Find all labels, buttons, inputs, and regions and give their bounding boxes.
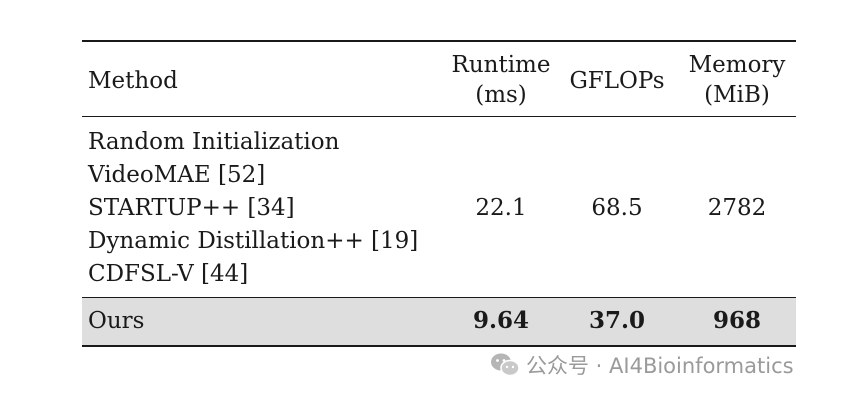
header-memory-line1: Memory [688, 52, 786, 78]
header-memory: Memory (MiB) [682, 50, 792, 110]
method-row: CDFSL-V [44] [88, 261, 249, 287]
method-row: Random Initialization [88, 129, 340, 155]
header-runtime-line2: (ms) [475, 82, 527, 108]
header-runtime-line1: Runtime [451, 52, 551, 78]
baseline-runtime-value: 22.1 [475, 195, 527, 221]
baseline-memory-value: 2782 [707, 195, 767, 221]
ours-memory-value: 968 [712, 307, 761, 334]
ours-row-highlight [82, 298, 796, 345]
watermark-text: 公众号 · AI4Bioinformatics [526, 354, 794, 378]
table-top-rule [82, 40, 796, 42]
method-row: VideoMAE [52] [88, 162, 266, 188]
ours-gflops-value: 37.0 [588, 307, 646, 334]
header-method: Method [88, 68, 178, 94]
wechat-icon [490, 352, 520, 378]
table-bottom-rule [82, 345, 796, 347]
method-row: Dynamic Distillation++ [19] [88, 228, 419, 254]
ours-runtime-value: 9.64 [472, 307, 530, 334]
baseline-method-list: Random Initialization VideoMAE [52] STAR… [88, 126, 418, 291]
header-runtime: Runtime (ms) [446, 50, 556, 110]
header-rule [82, 116, 796, 117]
ours-top-rule [82, 297, 796, 298]
header-gflops: GFLOPs [569, 68, 665, 94]
watermark: 公众号 · AI4Bioinformatics [490, 350, 794, 380]
baseline-gflops-value: 68.5 [591, 195, 643, 221]
ours-method: Ours [88, 308, 145, 334]
header-memory-line2: (MiB) [704, 82, 770, 108]
method-row: STARTUP++ [34] [88, 195, 295, 221]
